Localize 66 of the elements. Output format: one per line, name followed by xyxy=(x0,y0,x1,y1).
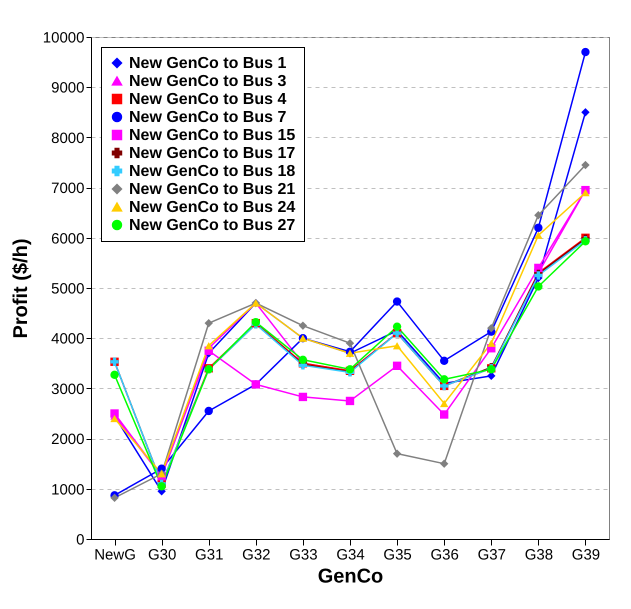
x-tick-label: G31 xyxy=(195,546,224,564)
point xyxy=(392,342,402,350)
point xyxy=(487,340,496,347)
point xyxy=(440,410,448,419)
point xyxy=(392,322,402,331)
x-tick-label: G33 xyxy=(289,546,318,564)
point xyxy=(392,362,402,370)
legend-label: New GenCo to Bus 15 xyxy=(129,127,296,144)
point xyxy=(392,449,402,458)
legend-label: New GenCo to Bus 27 xyxy=(129,217,296,234)
y-axis-title: Profit ($/h) xyxy=(10,238,32,338)
x-tick-label: G35 xyxy=(383,546,412,564)
point xyxy=(204,342,213,350)
x-tick-label: G36 xyxy=(430,546,459,564)
point xyxy=(204,406,213,416)
point xyxy=(581,160,590,170)
y-tick-label: 1000 xyxy=(51,481,84,498)
point xyxy=(298,356,308,364)
point xyxy=(534,211,543,220)
point xyxy=(440,375,448,384)
y-tick-label: 9000 xyxy=(51,80,84,97)
y-tick-label: 7000 xyxy=(51,180,84,198)
point xyxy=(298,321,308,330)
x-axis-title: GenCo xyxy=(318,566,384,588)
legend-label: New GenCo to Bus 18 xyxy=(129,163,296,180)
y-tick-label: 8000 xyxy=(51,130,84,147)
point xyxy=(440,356,448,365)
legend-label: New GenCo to Bus 21 xyxy=(129,181,296,198)
point xyxy=(534,232,543,239)
legend-label: New GenCo to Bus 17 xyxy=(129,145,296,162)
legend-label: New GenCo to Bus 7 xyxy=(129,109,286,126)
point xyxy=(534,224,543,232)
point xyxy=(487,324,496,332)
point xyxy=(392,297,402,306)
point xyxy=(581,48,590,56)
legend-label: New GenCo to Bus 4 xyxy=(129,91,286,108)
point xyxy=(581,108,590,116)
point xyxy=(204,318,213,328)
point xyxy=(346,396,354,406)
x-tick-label: G37 xyxy=(478,546,506,564)
point xyxy=(534,282,543,291)
point xyxy=(157,482,166,490)
point xyxy=(346,339,354,348)
x-tick-label: G39 xyxy=(572,546,600,564)
x-tick-label: G38 xyxy=(524,546,554,564)
point xyxy=(110,370,119,380)
legend-label: New GenCo to Bus 1 xyxy=(129,55,286,72)
point xyxy=(298,392,308,402)
legend-label: New GenCo to Bus 24 xyxy=(129,199,296,216)
x-tick-label: G34 xyxy=(336,546,365,564)
y-tick-label: 0 xyxy=(76,532,84,548)
y-tick-label: 6000 xyxy=(51,230,84,248)
x-tick-label: G32 xyxy=(242,546,270,564)
y-tick-label: 5000 xyxy=(51,280,84,298)
legend-label: New GenCo to Bus 3 xyxy=(129,73,286,90)
point xyxy=(440,400,448,408)
y-tick-label: 4000 xyxy=(51,330,84,348)
point xyxy=(110,494,119,502)
y-tick-label: 2000 xyxy=(51,431,84,448)
point xyxy=(581,188,590,196)
point xyxy=(440,460,448,468)
point xyxy=(534,264,543,272)
x-tick-label: G30 xyxy=(148,546,176,564)
x-tick-label: NewG xyxy=(94,546,136,564)
y-tick-label: 3000 xyxy=(51,380,84,398)
y-tick-label: 10000 xyxy=(42,30,84,46)
